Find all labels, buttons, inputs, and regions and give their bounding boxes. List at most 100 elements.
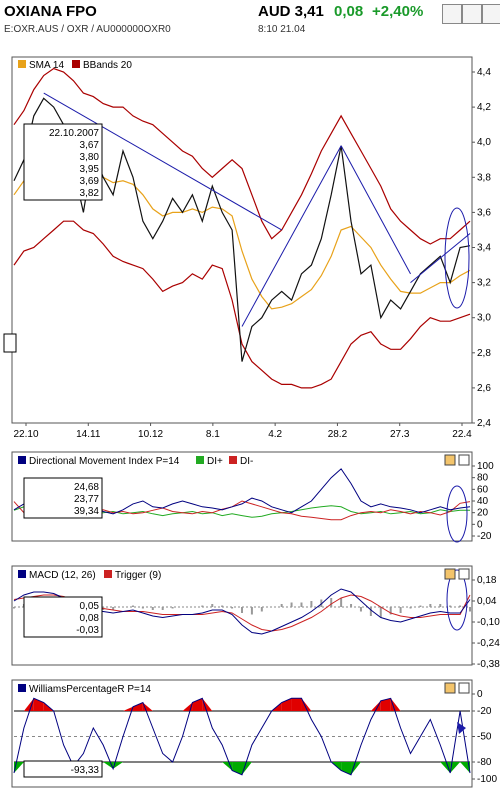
y-tick-label: 4,2 [477, 102, 491, 113]
panel-close-icon [458, 454, 470, 466]
dmi-data-box-value: 39,34 [74, 506, 99, 517]
legend-macd-swatch [18, 570, 26, 578]
trendline-up-2 [410, 233, 471, 283]
dmi-highlight-ellipse [446, 485, 468, 543]
legend-bbands: BBands 20 [83, 60, 132, 71]
legend-sma-swatch [18, 60, 26, 68]
y-tick-label: -100 [477, 774, 497, 785]
price-data-box-value: 3,95 [80, 164, 100, 175]
y-tick-label: 80 [477, 473, 489, 484]
y-tick-label: 3,8 [477, 172, 491, 183]
x-tick-label: 22.10 [13, 429, 38, 440]
macd-data-box-value: -0,03 [76, 625, 99, 636]
price-data-box-value: 22.10.2007 [49, 128, 99, 139]
panel-settings-icon [444, 682, 456, 694]
candle-icon[interactable] [462, 4, 482, 24]
y-tick-label: 3,4 [477, 243, 491, 254]
oversold-fill [232, 762, 242, 775]
macd-data-box [23, 596, 103, 638]
dmi-data-box-value: 24,68 [74, 482, 99, 493]
x-tick-label: 14.11 [76, 429, 101, 440]
y-tick-label: 2,6 [477, 383, 491, 394]
y-tick-label: 3,6 [477, 207, 491, 218]
overbought-fill [370, 700, 381, 711]
williams-data-box-value: -93,33 [71, 765, 100, 776]
overbought-fill [202, 698, 213, 711]
legend-trigger: Trigger (9) [115, 570, 161, 581]
overbought-fill [291, 698, 302, 711]
y-tick-label: -0,38 [477, 659, 500, 670]
y-tick-label: -0,24 [477, 638, 500, 649]
legend-williams: WilliamsPercentageR P=14 [29, 684, 151, 695]
price-data-box-value: 3,69 [80, 176, 100, 187]
highlight-ellipse [444, 207, 470, 309]
x-tick-label: 4.2 [268, 429, 282, 440]
legend-di-plus-swatch [196, 456, 204, 464]
y-tick-label: 40 [477, 496, 489, 507]
x-tick-label: 10.12 [138, 429, 163, 440]
y-tick-label: 0,18 [477, 575, 497, 586]
legend-trigger-swatch [104, 570, 112, 578]
legend-bbands-swatch [72, 60, 80, 68]
price-data-box-value: 3,67 [80, 140, 100, 151]
hourglass-icon [3, 333, 17, 353]
x-tick-label: 27.3 [390, 429, 410, 440]
dmi-data-box-value: 23,77 [74, 494, 99, 505]
y-tick-label: -50 [477, 732, 492, 743]
legend-sma: SMA 14 [29, 60, 64, 71]
overbought-fill [33, 698, 44, 711]
price-data-box [23, 123, 103, 201]
overbought-fill [23, 698, 34, 711]
overbought-fill [182, 702, 193, 711]
grid-icon[interactable] [482, 4, 500, 24]
overbought-fill [192, 698, 203, 711]
x-tick-label: 28.2 [328, 429, 348, 440]
price-change-pct: +2,40% [372, 3, 424, 20]
overbought-fill [380, 698, 391, 711]
y-tick-label: 4,4 [477, 67, 491, 78]
x-tick-label: 22.4 [452, 429, 472, 440]
dmi-data-box [23, 477, 103, 519]
oversold-fill [351, 762, 361, 775]
y-tick-label: 2,8 [477, 348, 491, 359]
legend-macd: MACD (12, 26) [29, 570, 96, 581]
y-tick-label: 2,4 [477, 418, 491, 429]
y-tick-label: 100 [477, 461, 494, 472]
y-tick-label: 3,0 [477, 313, 491, 324]
legend-di-minus: DI- [240, 456, 253, 467]
overbought-fill [123, 706, 133, 711]
oversold-fill [14, 762, 24, 774]
y-tick-label: 0 [477, 519, 483, 530]
security-codes: E:OXR.AUS / OXR / AU000000OXR0 [4, 24, 171, 35]
arrow-icon [457, 722, 466, 734]
y-tick-label: 20 [477, 508, 489, 519]
bband-lower-line [13, 220, 471, 389]
oversold-fill [450, 762, 461, 774]
y-tick-label: -20 [477, 706, 492, 717]
legend-di-plus: DI+ [207, 456, 223, 467]
panel-settings-icon [444, 568, 456, 580]
y-tick-label: 0 [477, 689, 483, 700]
security-name: OXIANA FPO [4, 3, 97, 20]
price-data-box-value: 3,80 [80, 152, 100, 163]
legend-williams-swatch [18, 684, 26, 692]
oversold-fill [460, 762, 470, 774]
trendline-up [241, 145, 342, 327]
y-tick-label: -80 [477, 757, 492, 768]
time-info: 8:10 21.04 [258, 24, 306, 35]
macd-highlight-ellipse [446, 569, 468, 631]
chart-type-icon[interactable] [442, 4, 462, 24]
y-tick-label: -0,10 [477, 617, 500, 628]
oversold-fill [113, 762, 124, 769]
legend-dmi: Directional Movement Index P=14 [29, 456, 180, 467]
y-tick-label: -20 [477, 531, 492, 542]
macd-data-box-value: 0,05 [80, 601, 100, 612]
panel-frame-0 [11, 56, 473, 424]
macd-data-box-value: 0,08 [80, 613, 100, 624]
oversold-fill [242, 762, 252, 775]
y-tick-label: 4,0 [477, 137, 491, 148]
legend-dmi-swatch [18, 456, 26, 464]
trendline-down-2 [340, 145, 411, 275]
price: AUD 3,41 [258, 3, 324, 20]
